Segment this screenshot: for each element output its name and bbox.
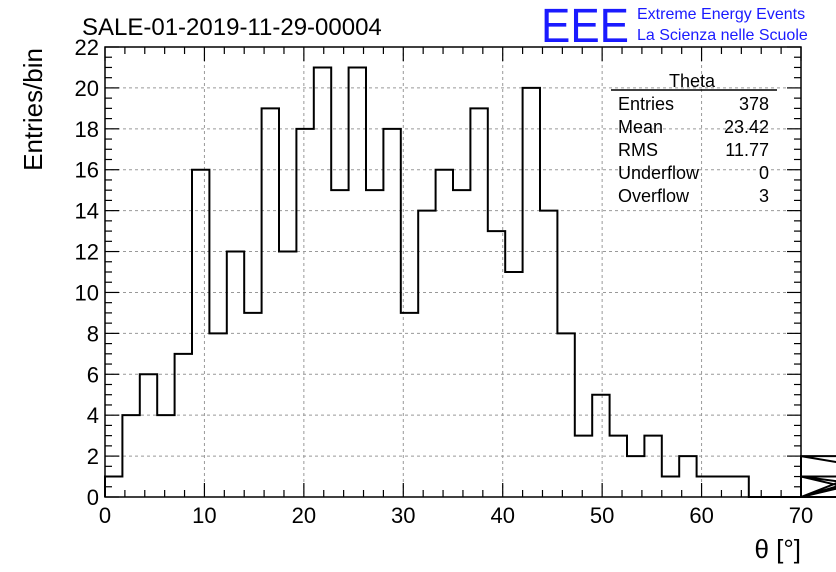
stats-box: Theta Entries 378 Mean 23.42 RMS 11.77 U…	[611, 71, 777, 206]
histogram-bin	[227, 252, 244, 497]
histogram-bin	[731, 477, 748, 497]
y-axis-label: Entries/bin	[18, 48, 48, 171]
x-axis-label: θ [°]	[754, 534, 801, 564]
stats-value-mean: 23.42	[724, 117, 769, 137]
histogram-bin	[470, 108, 487, 497]
x-tick-label: 60	[689, 503, 713, 528]
y-tick-label: 8	[87, 321, 99, 346]
histogram-bin	[279, 252, 296, 497]
y-tick-label: 10	[75, 280, 99, 305]
histogram-bin	[540, 211, 557, 497]
y-tick-label: 16	[75, 158, 99, 183]
histogram-bin	[575, 436, 592, 497]
histogram-bin	[610, 436, 627, 497]
histogram-bin	[140, 374, 157, 497]
x-tick-label: 30	[391, 503, 415, 528]
histogram-bin	[662, 477, 679, 497]
x-tick-label: 70	[789, 503, 813, 528]
x-tick-label: 50	[590, 503, 614, 528]
stats-value-rms: 11.77	[725, 140, 769, 160]
x-tick-label: 10	[192, 503, 216, 528]
histogram-bin	[331, 190, 348, 497]
stats-label-overflow: Overflow	[618, 186, 690, 206]
eee-logo: EEE	[541, 0, 629, 53]
stats-label-underflow: Underflow	[618, 163, 700, 183]
histogram-bin	[401, 313, 418, 497]
x-tick-label: 40	[490, 503, 514, 528]
x-tick-label: 20	[292, 503, 316, 528]
histogram-bin	[209, 333, 226, 497]
stats-label-entries: Entries	[618, 94, 674, 114]
histogram-bin	[418, 211, 435, 497]
histogram-bin	[157, 415, 174, 497]
histogram-bin	[383, 129, 400, 497]
axis-ticks	[104, 46, 802, 498]
y-tick-label: 4	[87, 403, 99, 428]
histogram-bin	[296, 129, 313, 497]
histogram-bin	[714, 477, 731, 497]
histogram-bin	[244, 313, 261, 497]
y-tick-label: 18	[75, 117, 99, 142]
y-tick-label: 6	[87, 362, 99, 387]
histogram-bin	[453, 190, 470, 497]
histogram-bin	[314, 67, 331, 497]
stats-label-rms: RMS	[618, 140, 658, 160]
x-tick-label: 0	[99, 503, 111, 528]
histogram-bin	[505, 272, 522, 497]
histogram-bin	[366, 190, 383, 497]
stats-value-underflow: 0	[759, 163, 769, 183]
histogram-bin	[349, 67, 366, 497]
y-tick-label: 14	[75, 199, 99, 224]
histogram-bin	[488, 231, 505, 497]
histogram-bin	[557, 333, 574, 497]
histogram-bin	[175, 354, 192, 497]
histogram-bin	[523, 88, 540, 497]
y-tick-label: 12	[75, 240, 99, 265]
stats-value-entries: 378	[739, 94, 769, 114]
histogram-bin	[697, 477, 714, 497]
y-tick-label: 22	[75, 35, 99, 60]
histogram-bin	[592, 395, 609, 497]
histogram-bin	[262, 108, 279, 497]
histogram-bin	[122, 415, 139, 497]
y-tick-label: 2	[87, 444, 99, 469]
y-tick-label: 0	[87, 485, 99, 510]
chart-title: SALE-01-2019-11-29-00004	[82, 14, 382, 41]
histogram-bin	[436, 170, 453, 497]
stats-box-title: Theta	[669, 71, 716, 91]
y-tick-label: 20	[75, 76, 99, 101]
stats-value-overflow: 3	[759, 186, 769, 206]
histogram-bin	[644, 436, 661, 497]
logo-line-2: La Scienza nelle Scuole	[637, 27, 808, 44]
logo-line-1: Extreme Energy Events	[637, 6, 805, 23]
histogram-bin	[192, 170, 209, 497]
stats-label-mean: Mean	[618, 117, 663, 137]
